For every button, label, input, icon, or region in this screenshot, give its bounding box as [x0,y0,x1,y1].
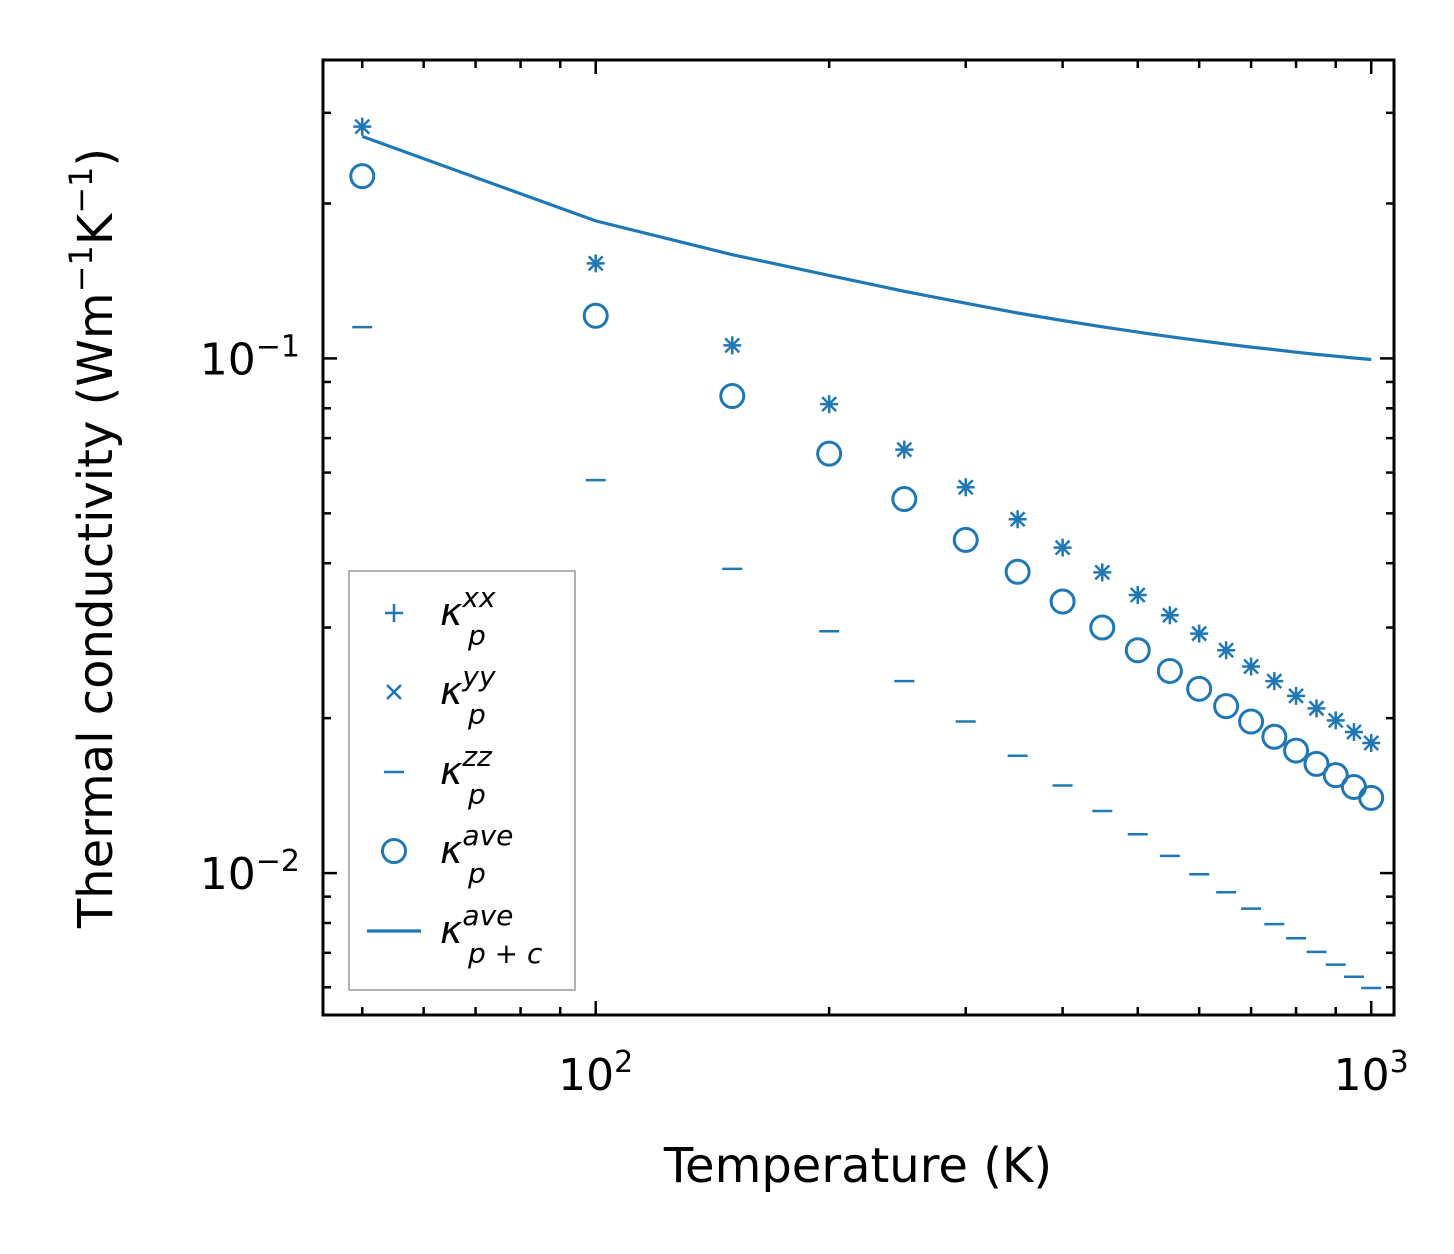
data-point-kyy [1266,673,1283,690]
data-point-kave [582,302,609,329]
data-point-kyy [896,441,913,458]
legend-label: κave p + c [440,899,543,970]
data-point-kave [1004,558,1031,585]
y-axis-label-end: ) [68,148,124,167]
x-tick-label: 102 [558,1045,633,1101]
legend-label: κxx p [440,581,496,652]
data-point-kave [891,486,918,513]
legend-label: κave p [440,819,513,890]
y-axis-label-main: Thermal conductivity (Wm [68,292,124,929]
data-point-kave [349,163,376,190]
x-tick-label: 103 [1334,1045,1409,1101]
data-point-kyy [1288,687,1304,704]
x-axis-label: Temperature (K) [663,1138,1052,1194]
series-kyy [354,118,1380,751]
data-series [349,117,1385,990]
legend-label: κyy p [440,660,496,731]
data-point-kyy [1054,539,1071,556]
legend-entry: κave p [381,819,513,890]
legend-entry: κxx p [385,581,496,652]
legend: κxx p κyy p κzz p κave p κave p + c [348,570,576,991]
data-point-kave [1049,588,1076,615]
series-kave [349,163,1385,811]
y-tick-label: 10−2 [200,844,300,900]
y-tick-label: 10−1 [200,329,300,385]
y-axis-label: Thermal conductivity (Wm−1K−1) [62,148,124,929]
data-point-kave [1283,737,1310,764]
data-point-kyy [1161,607,1178,624]
y-axis-label-sup2: −1 [62,167,100,214]
data-point-kyy [354,118,371,135]
legend-marker [385,604,403,622]
data-point-kyy [1308,700,1325,717]
legend-label: κzz p [440,740,493,811]
data-point-kave [1238,708,1265,735]
data-point-kave [1089,614,1116,641]
data-point-kave [816,440,843,467]
data-point-kave [1358,784,1385,811]
legend-frame [348,570,576,991]
tick-labels: 102 103 10−2 10−1 [200,329,1409,1101]
data-point-kave [1322,762,1349,789]
legend-marker [381,838,407,864]
legend-entry: κyy p [386,660,496,731]
data-point-kyy [1191,625,1208,642]
data-point-kyy [1094,564,1111,581]
y-axis-label-sup1: −1 [62,245,100,292]
data-point-kyy [1327,712,1344,729]
data-point-kyy [821,396,838,413]
data-point-kyy [724,337,741,354]
data-point-kave [1303,750,1330,777]
series-kpc [361,134,1372,362]
data-point-kave [1186,675,1213,702]
plot-frame [321,58,1396,1017]
data-point-kyy [1218,642,1235,659]
data-point-kyy [1129,587,1146,603]
y-axis-label-mid: K [68,212,124,245]
data-point-kyy [957,479,974,496]
legend-marker [386,684,402,700]
data-point-kyy [1243,658,1259,675]
series-kzz [352,325,1382,990]
data-point-kyy [1363,735,1380,751]
legend-entry: κzz p [384,740,493,811]
data-point-kave [1261,723,1288,750]
data-point-kave [952,526,979,553]
data-point-kave [1213,693,1240,720]
data-point-kave [1124,637,1151,664]
data-point-kave [1156,657,1183,684]
data-point-kave [719,383,746,410]
data-point-kyy [587,255,604,272]
legend-entry: κave p + c [367,899,543,970]
series-line-kpc [361,134,1372,362]
data-point-kyy [1009,511,1026,528]
data-point-kyy [1346,724,1362,740]
data-point-kave [1340,773,1367,800]
